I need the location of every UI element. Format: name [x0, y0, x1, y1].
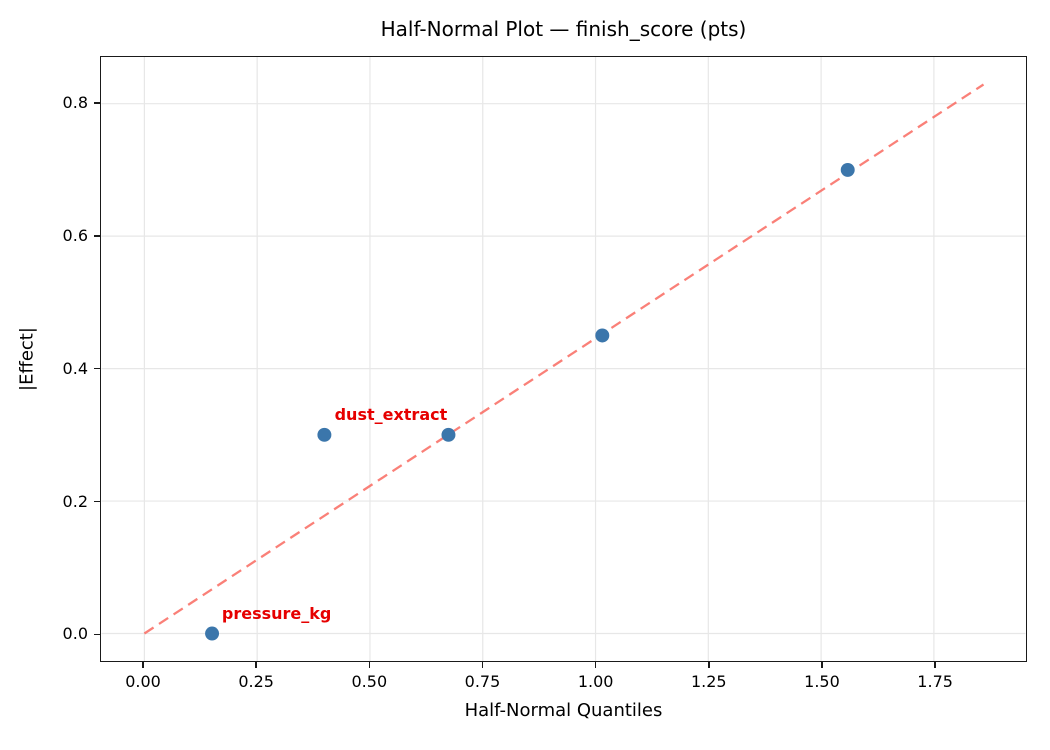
- plot-area: [100, 56, 1027, 662]
- y-tick-mark: [94, 367, 100, 370]
- annotation-dust_extract: dust_extract: [334, 405, 448, 425]
- y-tick-mark: [94, 234, 100, 237]
- fit-line: [143, 83, 985, 635]
- x-tick-mark: [368, 662, 371, 668]
- annotation-pressure_kg: pressure_kg: [221, 604, 332, 624]
- data-point-3: [595, 328, 610, 343]
- y-tick-label: 0.2: [62, 491, 88, 511]
- x-tick-mark: [481, 662, 484, 668]
- x-tick-label: 0.25: [238, 672, 274, 691]
- y-tick-label: 0.4: [62, 358, 88, 378]
- x-tick-mark: [142, 662, 144, 668]
- chart-title: Half-Normal Plot — finish_score (pts): [380, 17, 747, 41]
- x-tick-mark: [934, 662, 936, 668]
- data-point-0: [205, 626, 220, 641]
- x-axis-label: Half-Normal Quantiles: [464, 700, 663, 721]
- x-tick-label: 1.25: [690, 672, 727, 691]
- x-tick-label: 1.75: [917, 672, 953, 691]
- x-tick-label: 0.50: [351, 672, 388, 691]
- x-tick-mark: [707, 662, 710, 668]
- y-tick-mark: [94, 633, 100, 636]
- x-tick-label: 1.50: [804, 672, 840, 691]
- y-tick-mark: [94, 500, 100, 503]
- x-tick-label: 0.00: [125, 672, 161, 691]
- data-point-1: [317, 427, 332, 442]
- data-point-4: [840, 162, 855, 177]
- data-point-2: [441, 427, 456, 442]
- x-tick-mark: [255, 662, 257, 668]
- x-tick-mark: [594, 662, 597, 668]
- x-tick-mark: [821, 662, 823, 668]
- y-tick-label: 0.8: [62, 92, 88, 112]
- y-tick-mark: [94, 102, 100, 104]
- x-tick-label: 0.75: [464, 672, 501, 691]
- y-tick-label: 0.0: [62, 624, 88, 644]
- y-tick-label: 0.6: [62, 225, 88, 245]
- plot-canvas: [101, 57, 1026, 661]
- x-tick-label: 1.00: [577, 672, 614, 691]
